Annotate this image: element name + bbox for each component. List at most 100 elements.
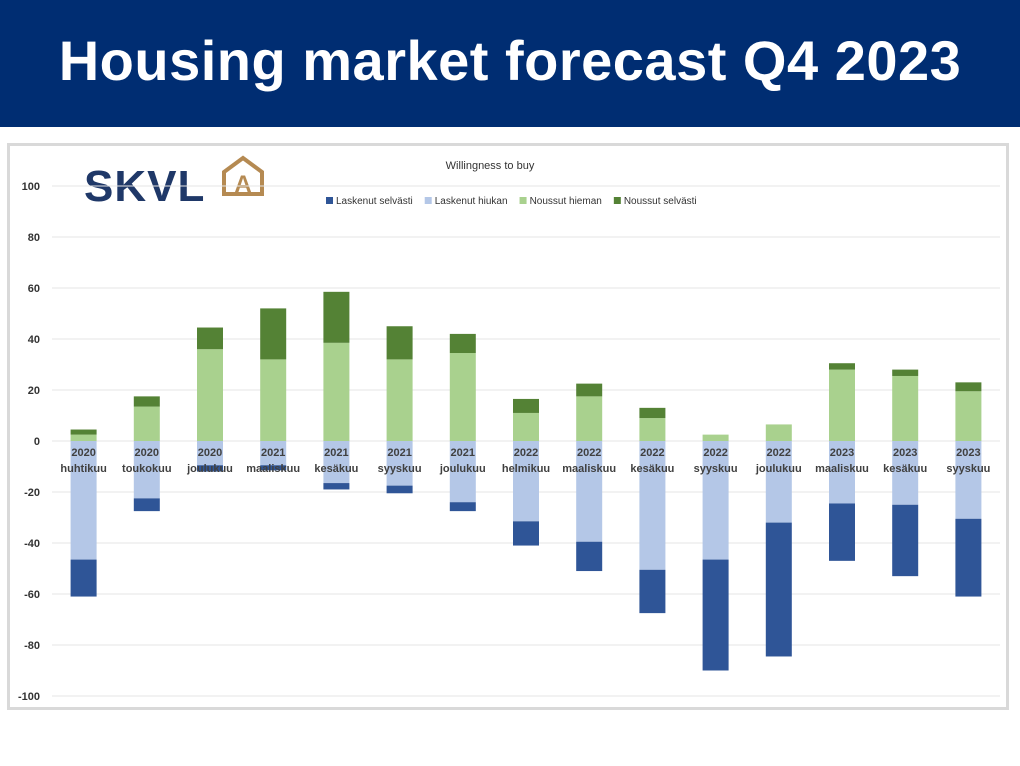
legend-label: Laskenut selvästi xyxy=(336,196,413,207)
bar-laskenut-hiukan xyxy=(70,441,97,560)
bar-noussut-hieman xyxy=(323,342,350,441)
x-category-month: joulukuu xyxy=(439,463,486,475)
y-tick-label: -40 xyxy=(24,538,40,550)
x-category-month: kesäkuu xyxy=(630,463,674,475)
bar-noussut-hieman xyxy=(449,353,476,441)
y-tick-label: 0 xyxy=(34,436,40,448)
x-category-year: 2022 xyxy=(577,447,601,459)
x-category-year: 2022 xyxy=(703,447,727,459)
bar-laskenut-selvästi xyxy=(133,498,160,512)
legend-swatch xyxy=(326,197,333,204)
bar-noussut-hieman xyxy=(386,359,413,441)
logo: SKVL A xyxy=(84,155,264,211)
bar-noussut-hieman xyxy=(829,369,855,441)
y-tick-label: -80 xyxy=(24,640,40,652)
x-category-month: syyskuu xyxy=(378,463,422,475)
bar-noussut-selvästi xyxy=(133,396,160,407)
legend-swatch xyxy=(519,197,527,204)
bar-laskenut-hiukan xyxy=(133,441,160,499)
bar-layer xyxy=(70,291,982,671)
legend-label: Noussut hieman xyxy=(530,196,602,207)
bar-laskenut-hiukan xyxy=(260,441,287,466)
bar-noussut-selvästi xyxy=(70,429,97,435)
bar-noussut-hieman xyxy=(197,349,223,441)
bar-noussut-hieman xyxy=(639,418,666,441)
bar-noussut-hieman xyxy=(576,396,603,441)
grid-layer xyxy=(52,185,1000,697)
bar-noussut-hieman xyxy=(955,391,982,441)
header-banner: Housing market forecast Q4 2023 xyxy=(0,0,1020,127)
x-category-year: 2022 xyxy=(514,447,538,459)
chart-title: Willingness to buy xyxy=(446,160,535,172)
chart-frame: SKVL A Willingness to buy 100 80 60 40 20 0 -2… xyxy=(7,143,1009,710)
x-category-year: 2021 xyxy=(261,447,285,459)
bar-laskenut-hiukan xyxy=(197,441,223,466)
bar-noussut-hieman xyxy=(513,412,539,441)
bar-laskenut-selvästi xyxy=(955,518,982,597)
legend: Laskenut selvästi Laskenut hiukan Noussut … xyxy=(326,196,697,207)
x-category-month: syyskuu xyxy=(946,463,990,475)
bar-noussut-selvästi xyxy=(513,398,539,413)
bar-laskenut-selvästi xyxy=(449,502,476,512)
bar-noussut-selvästi xyxy=(197,327,223,350)
bar-laskenut-selvästi xyxy=(260,465,287,471)
x-category-year: 2023 xyxy=(830,447,854,459)
y-tick-label: 80 xyxy=(28,232,40,244)
bar-noussut-selvästi xyxy=(829,363,855,370)
x-category-month: maaliskuu xyxy=(562,463,616,475)
bar-laskenut-hiukan xyxy=(576,441,603,542)
bar-laskenut-hiukan xyxy=(702,441,729,560)
bar-noussut-selvästi xyxy=(576,383,603,397)
category-labels: 2020 huhtikuu 2020 toukokuu 2020 joulukuu 2021… xyxy=(60,447,990,475)
y-tick-label: 100 xyxy=(22,181,40,193)
y-tick-label: 60 xyxy=(28,283,40,295)
y-tick-label: -100 xyxy=(18,691,40,703)
x-category-month: joulukuu xyxy=(186,463,233,475)
x-category-year: 2023 xyxy=(956,447,980,459)
x-category-month: maaliskuu xyxy=(246,463,300,475)
x-category-year: 2020 xyxy=(198,447,222,459)
x-category-month: helmikuu xyxy=(502,463,550,475)
bar-noussut-selvästi xyxy=(639,407,666,419)
bar-laskenut-hiukan xyxy=(955,441,982,519)
bar-laskenut-selvästi xyxy=(765,522,792,657)
bar-noussut-hieman xyxy=(133,406,160,441)
bar-laskenut-selvästi xyxy=(323,483,350,490)
legend-label: Noussut selvästi xyxy=(624,196,697,207)
bar-laskenut-selvästi xyxy=(70,559,97,597)
bar-noussut-selvästi xyxy=(386,326,413,360)
willingness-chart: SKVL A Willingness to buy 100 80 60 40 20 0 -2… xyxy=(18,155,1000,703)
bar-laskenut-selvästi xyxy=(513,521,539,546)
x-category-year: 2022 xyxy=(767,447,791,459)
bar-laskenut-hiukan xyxy=(513,441,539,522)
logo-badge-letter: A xyxy=(234,171,251,198)
y-axis-ticks: 100 80 60 40 20 0 -20 -40 -60 -80 -100 xyxy=(18,181,40,703)
bar-noussut-selvästi xyxy=(892,369,919,376)
bar-laskenut-selvästi xyxy=(386,485,413,494)
legend-label: Laskenut hiukan xyxy=(435,196,508,207)
bar-laskenut-hiukan xyxy=(765,441,792,523)
bar-laskenut-hiukan xyxy=(639,441,666,570)
x-category-month: joulukuu xyxy=(755,463,802,475)
y-tick-label: 40 xyxy=(28,334,40,346)
x-category-year: 2022 xyxy=(640,447,664,459)
y-tick-label: 20 xyxy=(28,385,40,397)
x-category-year: 2021 xyxy=(451,447,475,459)
bar-laskenut-selvästi xyxy=(576,541,603,572)
bar-noussut-selvästi xyxy=(260,308,287,360)
bar-noussut-hieman xyxy=(892,375,919,441)
x-category-year: 2021 xyxy=(324,447,348,459)
x-category-month: kesäkuu xyxy=(314,463,358,475)
y-tick-label: -60 xyxy=(24,589,40,601)
x-category-month: toukokuu xyxy=(122,463,172,475)
bar-noussut-hieman xyxy=(260,359,287,441)
bar-laskenut-hiukan xyxy=(323,441,350,484)
logo-house-icon xyxy=(222,155,264,196)
page-title: Housing market forecast Q4 2023 xyxy=(58,29,962,92)
bar-noussut-hieman xyxy=(765,424,792,441)
bar-noussut-hieman xyxy=(70,434,97,441)
bar-laskenut-hiukan xyxy=(386,441,413,486)
bar-laskenut-selvästi xyxy=(197,465,223,472)
x-category-month: maaliskuu xyxy=(815,463,869,475)
x-category-month: syyskuu xyxy=(694,463,738,475)
